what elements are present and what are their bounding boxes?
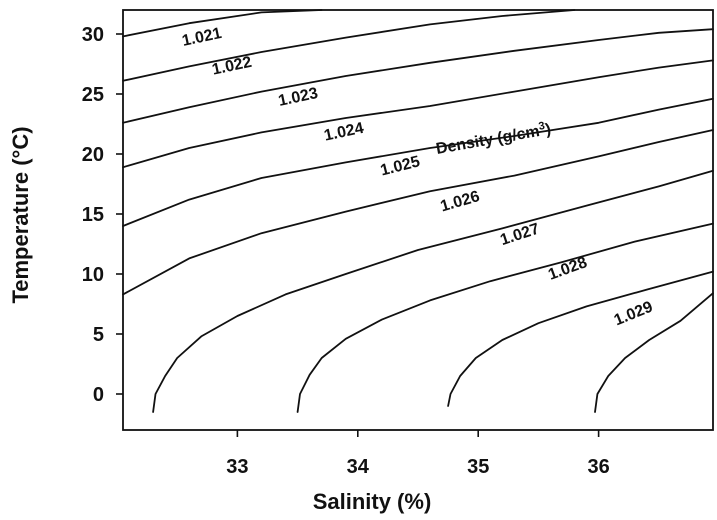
chart-annotation: Density (g/cm3) — [434, 119, 552, 158]
y-tick-label: 5 — [93, 324, 104, 346]
contour-label: 1.023 — [277, 85, 320, 110]
contour-line — [122, 9, 576, 82]
y-tick-label: 20 — [82, 144, 104, 166]
contour-label: 1.021 — [181, 25, 224, 50]
y-tick-label: 15 — [82, 204, 104, 226]
x-axis-ticks: 33 34 35 36 — [226, 430, 610, 478]
contour-label: 1.027 — [498, 220, 541, 249]
annotation-suffix: ) — [544, 121, 552, 139]
y-tick-label: 0 — [93, 384, 104, 406]
contour-line — [152, 169, 714, 413]
contour-line — [122, 28, 714, 124]
contour-label: 1.022 — [211, 54, 254, 79]
y-tick-label: 10 — [82, 264, 104, 286]
y-tick-label: 30 — [82, 24, 104, 46]
contour-label: 1.029 — [612, 299, 656, 330]
annotation-superscript: 3 — [538, 120, 546, 133]
y-axis-label: Temperature (°C) — [8, 126, 33, 303]
x-axis-label: Salinity (%) — [313, 489, 432, 514]
contour-line — [296, 222, 714, 413]
contour-line — [122, 97, 714, 227]
contour-label: 1.024 — [323, 120, 366, 145]
x-tick-label: 35 — [467, 456, 489, 478]
x-tick-label: 34 — [347, 456, 370, 478]
annotation-main: Density (g/cm — [435, 123, 541, 158]
contour-line — [122, 59, 714, 169]
plot-frame — [122, 9, 714, 431]
contour-label: 1.025 — [379, 153, 422, 179]
x-tick-label: 36 — [587, 456, 609, 478]
contour-line — [447, 270, 714, 407]
contour-label: 1.026 — [438, 188, 481, 215]
contour-line — [594, 292, 714, 413]
contour-label: 1.028 — [546, 254, 590, 284]
contour-series — [122, 9, 714, 413]
contour-line — [122, 129, 714, 296]
plot-border — [122, 9, 714, 431]
y-tick-label: 25 — [82, 84, 104, 106]
contour-line — [122, 9, 323, 38]
x-tick-label: 33 — [226, 456, 248, 478]
y-axis-ticks: 0 5 10 15 20 25 30 — [82, 24, 123, 406]
